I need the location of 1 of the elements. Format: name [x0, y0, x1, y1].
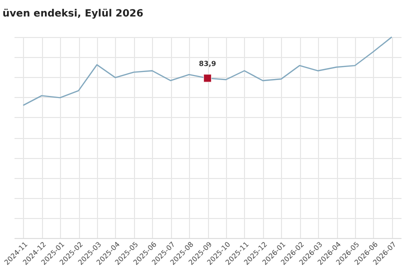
chart-title: üven endeksi, Eylül 2026	[2, 8, 144, 20]
